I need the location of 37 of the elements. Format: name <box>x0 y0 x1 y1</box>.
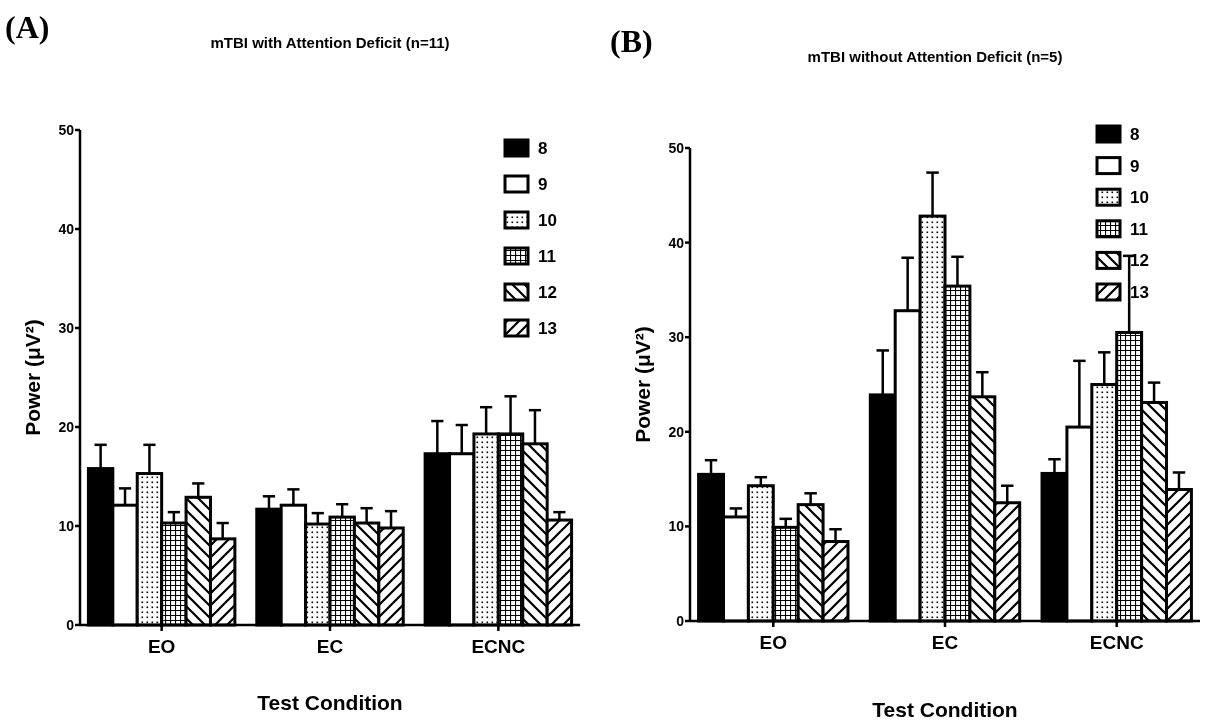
legend-label: 9 <box>538 174 548 194</box>
y-tick-label: 0 <box>66 616 75 633</box>
x-tick-label: EO <box>759 632 788 653</box>
y-tick-label: 10 <box>668 518 685 535</box>
y-tick-label: 40 <box>58 220 75 237</box>
x-tick-label: EO <box>147 636 176 657</box>
x-axis-title: Test Condition <box>872 698 1018 721</box>
legend-label: 13 <box>538 318 557 338</box>
y-axis-title: Power (μV²) <box>21 319 44 436</box>
y-axis-title: Power (μV²) <box>631 326 654 443</box>
legend-label: 10 <box>538 210 557 230</box>
legend-label: 13 <box>1130 282 1149 302</box>
text: (B) <box>610 23 653 59</box>
x-tick-label: EC <box>316 636 344 657</box>
legend-label: 12 <box>538 282 557 302</box>
text: (A) <box>5 9 50 45</box>
legend-label: 10 <box>1130 188 1149 208</box>
y-tick-label: 0 <box>676 612 685 629</box>
y-tick-label: 30 <box>668 329 685 346</box>
y-tick-label: 50 <box>668 139 685 156</box>
x-tick-label: EC <box>931 632 959 653</box>
legend-label: 9 <box>1130 156 1140 176</box>
y-tick-label: 20 <box>668 423 685 440</box>
x-tick-label: ECNC <box>471 636 526 657</box>
y-tick-label: 20 <box>58 418 75 435</box>
y-tick-label: 10 <box>58 517 75 534</box>
y-tick-label: 30 <box>58 319 75 336</box>
legend-label: 8 <box>538 138 548 158</box>
legend-label: 11 <box>538 246 556 266</box>
chart-title: mTBI without Attention Deficit (n=5) <box>807 48 1063 65</box>
chart-title: mTBI with Attention Deficit (n=11) <box>210 34 450 51</box>
x-tick-label: ECNC <box>1089 632 1144 653</box>
y-tick-label: 40 <box>668 234 685 251</box>
x-axis-title: Test Condition <box>257 691 403 714</box>
y-tick-label: 50 <box>58 121 75 138</box>
legend-label: 8 <box>1130 124 1140 144</box>
legend-label: 11 <box>1130 219 1148 239</box>
